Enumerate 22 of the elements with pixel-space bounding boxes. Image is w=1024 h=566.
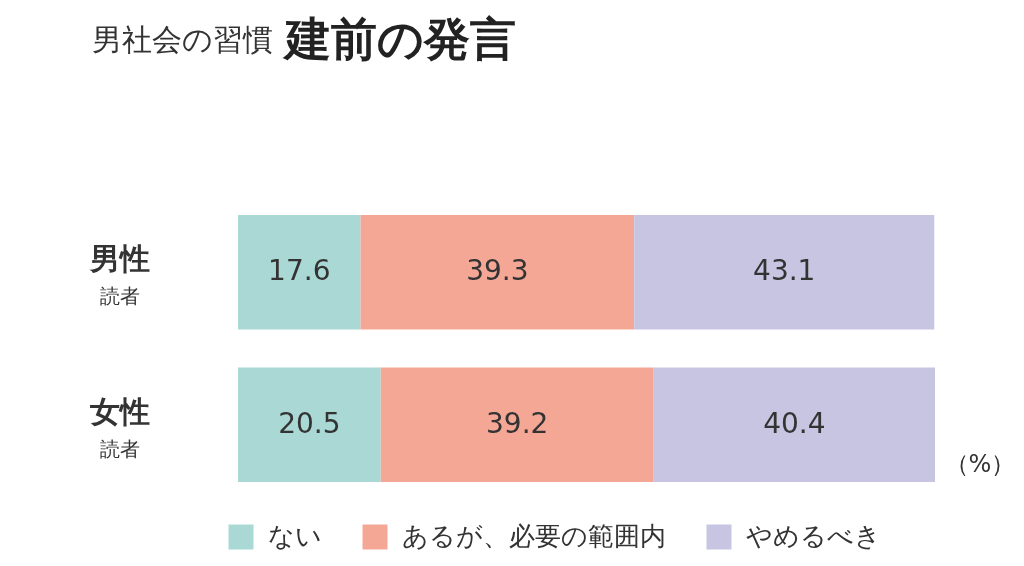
- data-label: 20.5: [278, 406, 341, 440]
- data-label: 39.3: [466, 254, 529, 288]
- text: （%）: [944, 450, 1016, 478]
- y-tick-label: 男性: [89, 241, 150, 277]
- bar: [360, 215, 635, 330]
- bar: [238, 367, 381, 482]
- legend-label: やめるべき: [746, 521, 881, 551]
- legend-label: ない: [268, 521, 322, 551]
- chart-subtitle: 男社会の習慣: [92, 22, 273, 57]
- chart-title: 建前の発言: [282, 12, 516, 66]
- y-tick-label: 女性: [89, 393, 150, 429]
- data-label: 40.4: [763, 406, 826, 440]
- data-label: 43.1: [753, 254, 816, 288]
- legend-label: あるが、必要の範囲内: [402, 521, 666, 551]
- text: 読者: [100, 284, 140, 309]
- data-label: 39.2: [486, 406, 549, 440]
- bar: [653, 367, 935, 482]
- bar: [380, 367, 654, 482]
- bar: [238, 215, 361, 330]
- data-label: 17.6: [268, 254, 331, 288]
- bar: [634, 215, 935, 330]
- text: 読者: [100, 436, 140, 461]
